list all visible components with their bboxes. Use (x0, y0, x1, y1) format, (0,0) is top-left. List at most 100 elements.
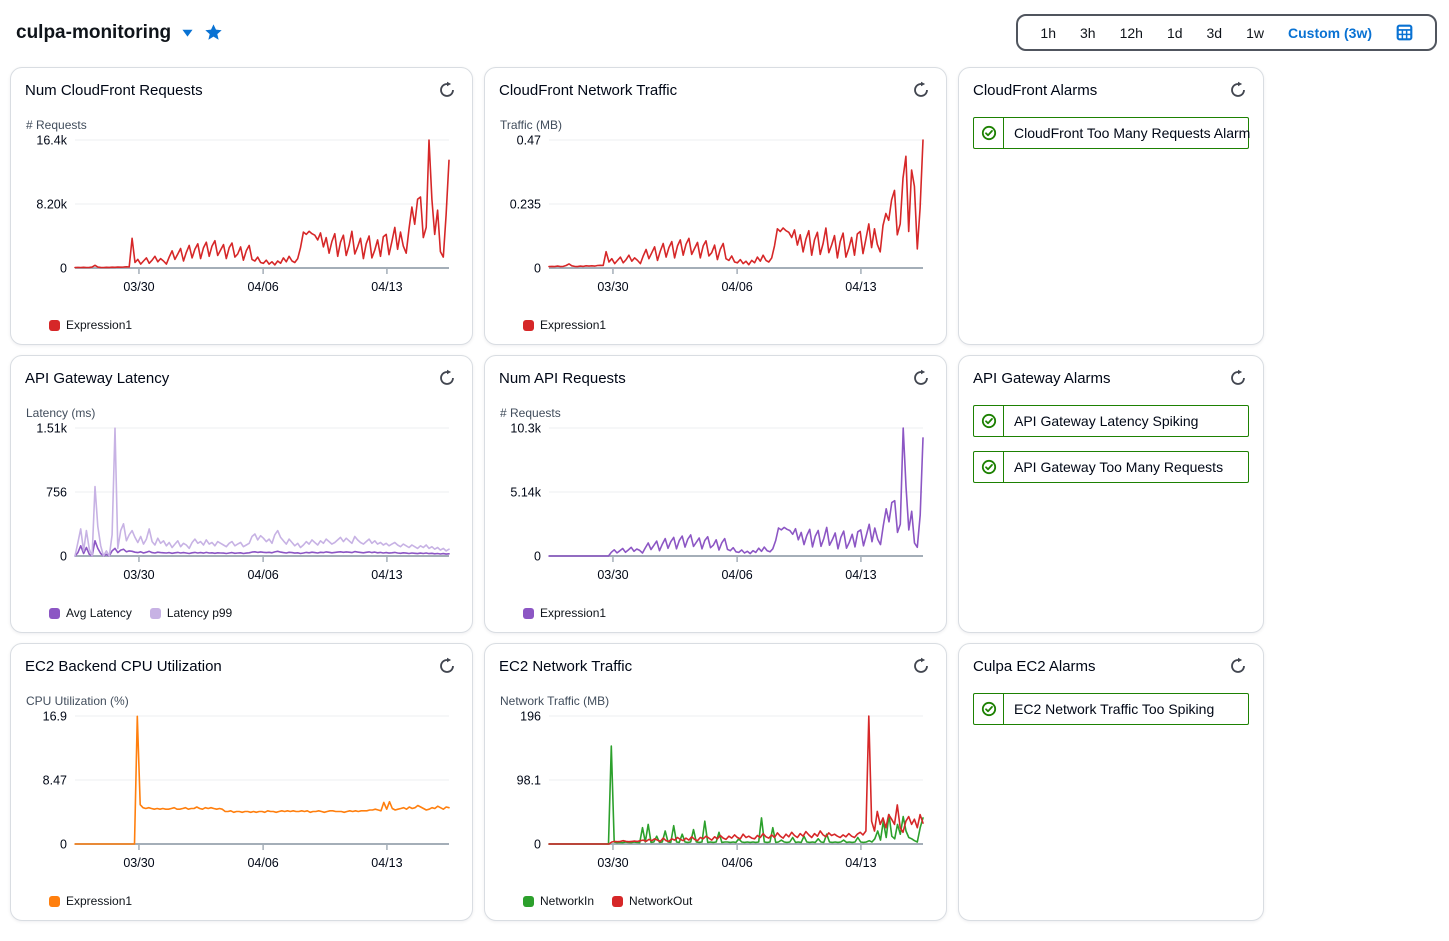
legend-item[interactable]: Expression1 (49, 318, 132, 332)
alarm-status-cell (974, 406, 1004, 436)
legend-item[interactable]: Expression1 (523, 606, 606, 620)
y-tick-label: 0 (534, 550, 541, 564)
refresh-button[interactable] (910, 79, 932, 101)
legend-item[interactable]: NetworkIn (523, 894, 594, 908)
refresh-button[interactable] (910, 367, 932, 389)
x-tick-label: 04/06 (247, 856, 278, 870)
time-range-1h[interactable]: 1h (1028, 21, 1068, 45)
alarm-label: API Gateway Too Many Requests (1014, 459, 1224, 475)
refresh-button[interactable] (436, 79, 458, 101)
x-tick-label: 04/06 (247, 568, 278, 582)
series-line-expression1 (74, 139, 450, 269)
legend-swatch (523, 607, 534, 619)
chevron-down-icon (182, 29, 193, 37)
widget-title: Num API Requests (499, 369, 626, 387)
widget-title: EC2 Backend CPU Utilization (25, 657, 222, 675)
chart-canvas[interactable]: 196 98.1 0 03/30 04/06 04/13 (499, 710, 932, 876)
refresh-icon (1231, 369, 1245, 385)
alarm-item[interactable]: API Gateway Too Many Requests (973, 451, 1249, 483)
y-tick-label: 0 (60, 262, 67, 276)
chart-num-cloudfront-requests[interactable]: 16.4k 8.20k 0 03/30 04/06 04/13 (25, 134, 458, 300)
dashboard-grid: Num CloudFront Requests # Requests 16.4k… (10, 67, 1449, 921)
y-tick-label: 10.3k (510, 422, 541, 436)
chart-canvas[interactable]: 0.47 0.235 0 03/30 04/06 04/13 (499, 134, 932, 300)
y-axis-title: Network Traffic (MB) (500, 694, 610, 708)
time-range-3h[interactable]: 3h (1068, 21, 1108, 45)
series-line-networkin (548, 745, 924, 845)
x-tick-label: 04/13 (845, 280, 876, 294)
dashboard-title[interactable]: culpa-monitoring (16, 21, 172, 43)
time-range-12h[interactable]: 12h (1108, 21, 1155, 45)
y-axis-title: CPU Utilization (%) (26, 694, 129, 708)
refresh-button[interactable] (1227, 79, 1249, 101)
refresh-button[interactable] (436, 367, 458, 389)
time-range-custom[interactable]: Custom (3w) (1276, 21, 1384, 45)
legend-item[interactable]: Expression1 (523, 318, 606, 332)
legend-swatch (612, 895, 624, 907)
widget-cloudfront-alarms: CloudFront Alarms CloudFront Too Many Re… (958, 67, 1264, 345)
widget-title: CloudFront Network Traffic (499, 81, 678, 99)
legend-label: Expression1 (540, 606, 607, 620)
y-axis-title: # Requests (500, 406, 561, 420)
refresh-button[interactable] (436, 655, 458, 677)
refresh-icon (1231, 81, 1245, 97)
x-tick-label: 03/30 (123, 856, 154, 870)
widget-header: API Gateway Alarms (973, 367, 1249, 389)
legend-item[interactable]: NetworkOut (612, 894, 692, 908)
refresh-button[interactable] (910, 655, 932, 677)
widget-title: Num CloudFront Requests (25, 81, 203, 99)
refresh-button[interactable] (1227, 367, 1249, 389)
dashboard-dropdown-caret[interactable] (181, 27, 194, 38)
legend-item[interactable]: Latency p99 (149, 606, 232, 620)
time-range-1w[interactable]: 1w (1234, 21, 1276, 45)
chart-num-api-requests[interactable]: 10.3k 5.14k 0 03/30 04/06 04/13 (499, 422, 932, 588)
legend-swatch (523, 319, 534, 331)
widget-header: API Gateway Latency (25, 367, 458, 389)
alarm-item[interactable]: EC2 Network Traffic Too Spiking (973, 693, 1249, 725)
chart-canvas[interactable]: 10.3k 5.14k 0 03/30 04/06 04/13 (499, 422, 932, 588)
alarm-list: API Gateway Latency Spiking API Gateway … (973, 405, 1249, 483)
favorite-star-button[interactable] (204, 23, 223, 42)
time-range-selector: 1h 3h 12h 1d 3d 1w Custom (3w) (1016, 14, 1437, 51)
refresh-icon (914, 657, 928, 673)
chart-ec2-network-traffic[interactable]: 196 98.1 0 03/30 04/06 04/13 (499, 710, 932, 876)
chart-api-gateway-latency[interactable]: 1.51k 756 0 03/30 04/06 04/13 (25, 422, 458, 588)
y-tick-label: 0 (534, 838, 541, 852)
refresh-icon (914, 369, 928, 385)
time-range-3d[interactable]: 3d (1195, 21, 1235, 45)
custom-range-calendar-button[interactable] (1384, 20, 1425, 45)
time-range-1d[interactable]: 1d (1155, 21, 1195, 45)
x-tick-label: 03/30 (597, 568, 628, 582)
alarm-item[interactable]: CloudFront Too Many Requests Alarm (973, 117, 1250, 149)
widget-ec2-network-traffic: EC2 Network Traffic Network Traffic (MB)… (484, 643, 947, 921)
check-circle-icon (981, 125, 996, 141)
series-line-expression1 (548, 139, 924, 268)
chart-canvas[interactable]: 1.51k 756 0 03/30 04/06 04/13 (25, 422, 458, 588)
alarm-label: CloudFront Too Many Requests Alarm (1014, 125, 1251, 141)
widget-num-cloudfront-requests: Num CloudFront Requests # Requests 16.4k… (10, 67, 473, 345)
x-tick-label: 04/06 (247, 280, 278, 294)
alarm-item[interactable]: API Gateway Latency Spiking (973, 405, 1249, 437)
chart-ec2-backend-cpu-utilization[interactable]: 16.9 8.47 0 03/30 04/06 04/13 (25, 710, 458, 876)
alarm-label: API Gateway Latency Spiking (1014, 413, 1199, 429)
legend-swatch (49, 319, 60, 331)
x-tick-label: 03/30 (123, 280, 154, 294)
legend-item[interactable]: Expression1 (49, 894, 132, 908)
chart-canvas[interactable]: 16.9 8.47 0 03/30 04/06 04/13 (25, 710, 458, 876)
legend-item[interactable]: Avg Latency (49, 606, 132, 620)
widget-header: Num CloudFront Requests (25, 79, 458, 101)
refresh-button[interactable] (1227, 655, 1249, 677)
widget-header: CloudFront Alarms (973, 79, 1249, 101)
widget-ec2-backend-cpu-utilization: EC2 Backend CPU Utilization CPU Utilizat… (10, 643, 473, 921)
alarm-status-cell (974, 118, 1004, 148)
dashboard-title-row: culpa-monitoring (16, 22, 223, 44)
y-tick-label: 0 (534, 262, 541, 276)
x-tick-label: 04/13 (371, 856, 402, 870)
chart-cloudfront-network-traffic[interactable]: 0.47 0.235 0 03/30 04/06 04/13 (499, 134, 932, 300)
widget-header: Num API Requests (499, 367, 932, 389)
widget-header: CloudFront Network Traffic (499, 79, 932, 101)
widget-api-gateway-latency: API Gateway Latency Latency (ms) 1.51k 75… (10, 355, 473, 633)
chart-canvas[interactable]: 16.4k 8.20k 0 03/30 04/06 04/13 (25, 134, 458, 300)
alarm-status-cell (974, 452, 1004, 482)
